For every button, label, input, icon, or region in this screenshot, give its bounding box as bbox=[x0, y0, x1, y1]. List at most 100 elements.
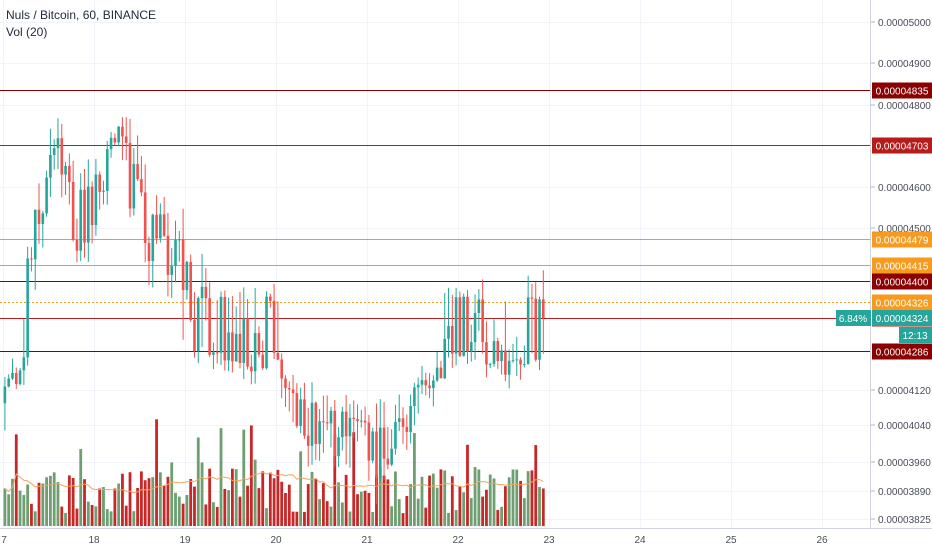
candle-body bbox=[356, 419, 359, 422]
candle-body bbox=[348, 417, 352, 437]
candle-body bbox=[105, 149, 109, 191]
volume-bar bbox=[238, 496, 242, 526]
candle-body bbox=[253, 333, 257, 372]
candle-body bbox=[409, 406, 412, 432]
volume-bar bbox=[124, 505, 128, 526]
volume-bar bbox=[420, 476, 424, 526]
volume-bar bbox=[291, 511, 295, 526]
candle-body bbox=[469, 342, 473, 352]
volume-bar bbox=[14, 434, 18, 526]
volume-bar bbox=[428, 475, 431, 526]
candle-body bbox=[128, 142, 132, 209]
time-tick-label: 22 bbox=[452, 535, 464, 546]
candle-body bbox=[507, 360, 511, 375]
volume-bar bbox=[416, 498, 420, 526]
candle-body bbox=[333, 410, 337, 457]
candle-body bbox=[174, 239, 177, 266]
candle-body bbox=[276, 352, 280, 360]
volume-bar bbox=[147, 478, 151, 526]
countdown-badge bbox=[899, 327, 932, 343]
volume-bar bbox=[318, 499, 322, 526]
volume-bar bbox=[98, 488, 102, 526]
price-tick-label: 0.00003825 bbox=[878, 515, 931, 526]
volume-bar bbox=[268, 472, 272, 526]
candle-body bbox=[481, 299, 484, 343]
candle-body bbox=[538, 299, 541, 360]
candle-body bbox=[227, 332, 230, 361]
price-line-label bbox=[872, 273, 932, 290]
candle-body bbox=[424, 380, 428, 386]
volume-bar bbox=[378, 467, 382, 526]
candle-body bbox=[526, 297, 530, 365]
candle-body bbox=[189, 261, 192, 320]
candle-body bbox=[37, 209, 41, 224]
volume-bar bbox=[41, 483, 45, 526]
volume-bar bbox=[325, 501, 329, 526]
chart-legend: Nuls / Bitcoin, 60, BINANCE Vol (20) bbox=[6, 7, 156, 41]
horizontal-lines[interactable] bbox=[0, 90, 870, 352]
price-axis[interactable]: 0.00005000 0.00004900 0.00004800 0.00004600… bbox=[871, 18, 931, 526]
volume-bar bbox=[18, 490, 22, 526]
symbol-title[interactable]: Nuls / Bitcoin, 60, BINANCE bbox=[6, 8, 157, 22]
candle-body bbox=[363, 420, 367, 423]
volume-bar bbox=[348, 511, 352, 526]
current-price-text: 0.00004324 bbox=[876, 314, 929, 325]
candle-body bbox=[261, 354, 265, 369]
volume-bar bbox=[272, 478, 276, 526]
volume-bar bbox=[234, 469, 238, 526]
volume-bar bbox=[526, 471, 530, 526]
candle-body bbox=[280, 359, 283, 379]
volume-bar bbox=[90, 505, 94, 526]
candle-body bbox=[219, 296, 223, 353]
volume-bar bbox=[117, 483, 121, 526]
volume-bar bbox=[447, 513, 450, 526]
candle-body bbox=[443, 338, 447, 379]
candle-body bbox=[265, 296, 268, 369]
candle-body bbox=[272, 300, 276, 353]
price-tick-label: 0.00003960 bbox=[878, 458, 931, 469]
volume-bar bbox=[439, 469, 443, 526]
volume-bar bbox=[166, 476, 170, 526]
time-tick-label: 25 bbox=[725, 535, 737, 546]
volume-bar bbox=[344, 474, 348, 526]
volume-bar bbox=[507, 477, 511, 526]
candle-body bbox=[181, 239, 185, 291]
candle-body bbox=[367, 422, 371, 461]
candle-body bbox=[371, 431, 374, 461]
candle-body bbox=[378, 427, 382, 478]
volume-bar bbox=[522, 498, 526, 526]
volume-bar bbox=[515, 469, 519, 526]
price-tick-label: 0.00004600 bbox=[878, 183, 931, 194]
price-line-labels: 0.00004835 0.00004703 0.00004479 0.00004415… bbox=[836, 82, 932, 360]
candle-body bbox=[352, 417, 356, 420]
candle-body bbox=[337, 437, 340, 457]
volume-bar bbox=[469, 498, 473, 526]
price-line-label-text: 0.00004286 bbox=[876, 348, 929, 359]
candle-body bbox=[7, 378, 10, 387]
volume-bar bbox=[45, 477, 49, 526]
candle-body bbox=[75, 239, 79, 251]
candle-body bbox=[473, 312, 477, 343]
candle-body bbox=[416, 384, 420, 388]
candle-body bbox=[386, 458, 390, 465]
candle-body bbox=[109, 137, 113, 150]
candle-body bbox=[98, 174, 101, 192]
volume-bar bbox=[485, 489, 488, 526]
volume-bar bbox=[246, 485, 249, 526]
candle-body bbox=[344, 411, 348, 437]
candle-body bbox=[45, 177, 48, 214]
candle-body bbox=[68, 165, 71, 182]
time-axis[interactable]: 7 18 19 20 21 22 23 24 25 26 bbox=[1, 535, 828, 546]
candle-body bbox=[193, 319, 196, 352]
volume-indicator-title[interactable]: Vol (20) bbox=[6, 25, 48, 39]
candle-body bbox=[500, 350, 503, 362]
candle-body bbox=[185, 261, 189, 291]
volume-bar bbox=[86, 501, 90, 526]
price-tick-label: 0.00004120 bbox=[878, 386, 931, 397]
volume-bar bbox=[488, 474, 492, 526]
price-line-label-text: 0.00004703 bbox=[876, 142, 929, 153]
candle-body bbox=[132, 163, 136, 209]
volume-bar bbox=[196, 437, 200, 526]
